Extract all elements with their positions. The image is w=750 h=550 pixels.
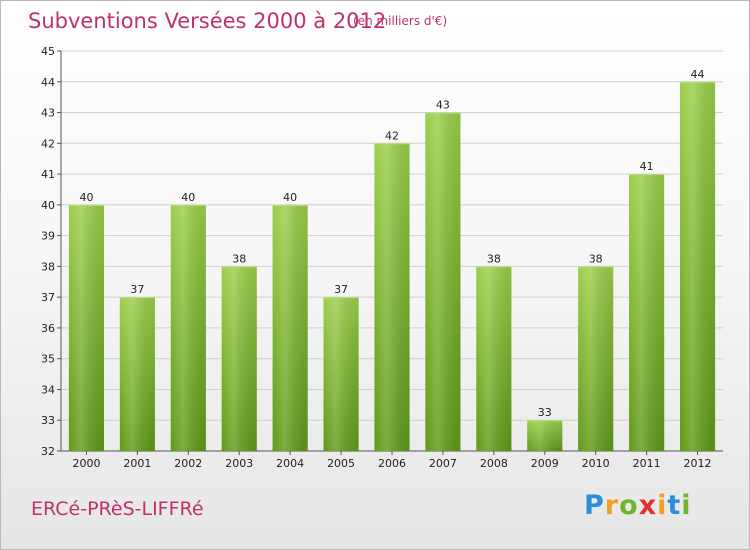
x-tick-label: 2012 — [684, 457, 712, 470]
x-tick-label: 2010 — [582, 457, 610, 470]
bar-shine — [679, 81, 716, 452]
logo-letter: P — [584, 490, 605, 521]
commune-name: ERCé-PRèS-LIFFRé — [31, 498, 204, 520]
bar-shine — [221, 266, 257, 451]
x-tick-label: 2000 — [72, 457, 100, 470]
y-tick-label: 38 — [41, 260, 55, 273]
data-label: 42 — [385, 129, 399, 142]
data-label: 41 — [640, 160, 654, 173]
logo-letter: r — [604, 490, 620, 521]
bar-shine — [578, 266, 614, 451]
axis-layer: 32 33 34 35 36 37 38 39 40 41 42 43 44 45 2000 2001 2002… — [41, 45, 723, 470]
bar-shine — [170, 204, 206, 451]
data-label: 33 — [538, 406, 552, 419]
data-label: 38 — [487, 252, 501, 265]
x-tick-label: 2008 — [480, 457, 508, 470]
chart-title: Subventions Versées 2000 à 2012 — [28, 9, 387, 33]
y-tick-label: 45 — [41, 45, 55, 58]
bar-shine — [272, 204, 308, 451]
data-label: 37 — [334, 283, 348, 296]
bar-shine — [68, 204, 105, 451]
data-label: 40 — [181, 191, 195, 204]
logo-letter: i — [681, 490, 692, 521]
data-label: 40 — [79, 191, 93, 204]
x-tick-label: 2004 — [276, 457, 304, 470]
x-tick-label: 2001 — [123, 457, 151, 470]
x-tick-label: 2005 — [327, 457, 355, 470]
x-tick-label: 2002 — [174, 457, 202, 470]
bar-shine — [476, 266, 512, 451]
logo-letter: i — [657, 490, 668, 521]
data-label: 38 — [232, 252, 246, 265]
y-tick-label: 32 — [41, 445, 55, 458]
data-label: 37 — [130, 283, 144, 296]
data-label: 43 — [436, 99, 450, 112]
logo-letter: o — [619, 490, 639, 521]
logo-letter: t — [667, 490, 682, 521]
x-tick-label: 2003 — [225, 457, 253, 470]
y-tick-label: 44 — [41, 76, 55, 89]
y-tick-label: 37 — [41, 291, 55, 304]
y-tick-label: 42 — [41, 137, 55, 150]
data-label: 38 — [589, 252, 603, 265]
y-tick-label: 43 — [41, 107, 55, 120]
y-tick-label: 41 — [41, 168, 55, 181]
y-tick-label: 33 — [41, 414, 55, 427]
y-tick-label: 40 — [41, 199, 55, 212]
y-tick-label: 35 — [41, 353, 55, 366]
bar-shine — [119, 297, 155, 451]
bar-shine — [425, 112, 461, 452]
x-tick-label: 2011 — [633, 457, 661, 470]
data-label: 44 — [691, 68, 705, 81]
label-layer: 40 37 40 38 40 37 42 43 38 33 38 41 44 — [79, 68, 704, 419]
x-tick-label: 2006 — [378, 457, 406, 470]
chart-subtitle: (en milliers d'€) — [353, 14, 448, 28]
logo-letter: x — [638, 490, 658, 521]
x-tick-label: 2007 — [429, 457, 457, 470]
y-tick-label: 34 — [41, 383, 55, 396]
bar-layer — [68, 81, 716, 452]
bar-shine — [374, 143, 410, 452]
y-tick-label: 39 — [41, 230, 55, 243]
data-label: 40 — [283, 191, 297, 204]
x-tick-label: 2009 — [531, 457, 559, 470]
bar-shine — [323, 297, 359, 451]
y-tick-label: 36 — [41, 322, 55, 335]
bar-shine — [629, 174, 665, 452]
proxiti-logo[interactable]: Proxiti — [584, 490, 692, 521]
bar-shine — [527, 420, 563, 451]
